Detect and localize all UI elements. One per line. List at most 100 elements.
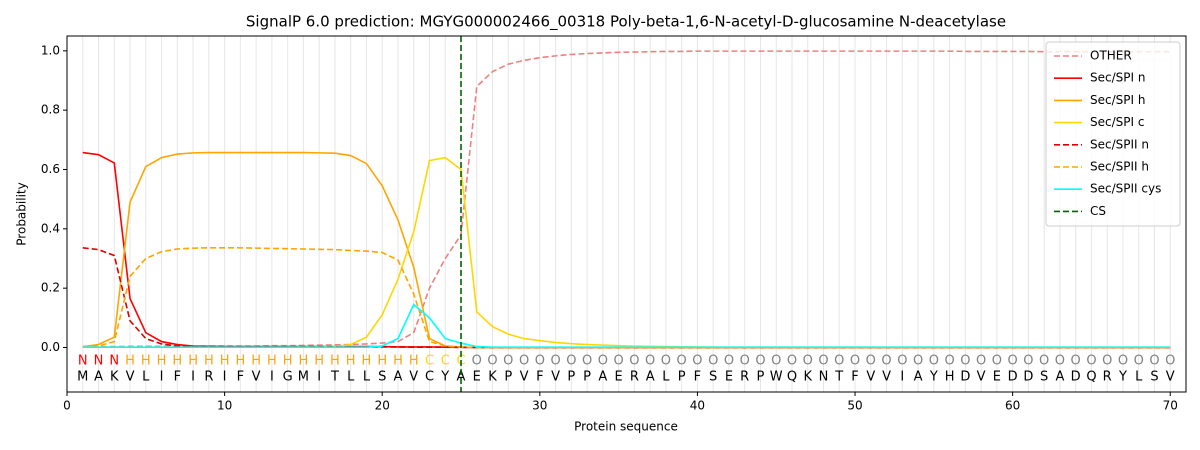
residue: P bbox=[567, 370, 575, 385]
residue-class: H bbox=[362, 354, 372, 369]
residue-class: O bbox=[771, 354, 781, 369]
residue-class: H bbox=[172, 354, 182, 369]
residue: D bbox=[1071, 370, 1081, 385]
y-tick-label: 0.4 bbox=[41, 221, 60, 235]
residue-class: O bbox=[535, 354, 545, 369]
residue-class: O bbox=[1086, 354, 1096, 369]
y-axis-label: Probability bbox=[15, 182, 29, 245]
residue-class: H bbox=[377, 354, 387, 369]
residue: A bbox=[1055, 370, 1064, 385]
residue: V bbox=[977, 370, 986, 385]
residue-class: O bbox=[834, 354, 844, 369]
residue: S bbox=[378, 370, 386, 385]
residue-class: H bbox=[314, 354, 324, 369]
residue-class: O bbox=[755, 354, 765, 369]
residue-class: H bbox=[204, 354, 214, 369]
y-tick-label: 0.0 bbox=[41, 340, 60, 354]
residue: R bbox=[1103, 370, 1112, 385]
chart-title: SignalP 6.0 prediction: MGYG000002466_00… bbox=[246, 13, 1006, 32]
legend-label: Sec/SPI n bbox=[1090, 71, 1145, 85]
residue: I bbox=[160, 370, 164, 385]
residue-class: O bbox=[866, 354, 876, 369]
residue-class: H bbox=[188, 354, 198, 369]
residue-class: O bbox=[913, 354, 923, 369]
residue: K bbox=[110, 370, 119, 385]
residue-class: O bbox=[803, 354, 813, 369]
residue: H bbox=[945, 370, 955, 385]
residue-class: O bbox=[960, 354, 970, 369]
y-tick-label: 1.0 bbox=[41, 43, 60, 57]
legend-box bbox=[1045, 41, 1181, 227]
residue: R bbox=[204, 370, 213, 385]
residue: L bbox=[347, 370, 355, 385]
legend-label: Sec/SPI h bbox=[1090, 93, 1145, 107]
residue-class: C bbox=[441, 354, 450, 369]
residue-class: O bbox=[740, 354, 750, 369]
residue-class: C bbox=[425, 354, 434, 369]
residue-class: O bbox=[897, 354, 907, 369]
residue-class: O bbox=[692, 354, 702, 369]
legend-label: OTHER bbox=[1090, 49, 1132, 63]
residue-class: O bbox=[724, 354, 734, 369]
residue-class: H bbox=[220, 354, 230, 369]
residue-class: O bbox=[1134, 354, 1144, 369]
y-tick-label: 0.6 bbox=[41, 162, 60, 176]
residue: A bbox=[914, 370, 923, 385]
residue-class: O bbox=[787, 354, 797, 369]
residue: F bbox=[536, 370, 543, 385]
residue-class: O bbox=[598, 354, 608, 369]
residue-class: O bbox=[472, 354, 482, 369]
residue: L bbox=[363, 370, 371, 385]
residue-class: O bbox=[881, 354, 891, 369]
residue-class: O bbox=[818, 354, 828, 369]
residue-class: N bbox=[78, 354, 88, 369]
x-tick-label: 60 bbox=[1005, 399, 1020, 413]
residue: I bbox=[317, 370, 321, 385]
residue-class: N bbox=[94, 354, 104, 369]
x-tick-label: 30 bbox=[532, 399, 547, 413]
residue-class: O bbox=[944, 354, 954, 369]
residue: P bbox=[583, 370, 591, 385]
legend-label: Sec/SPII n bbox=[1090, 137, 1149, 151]
residue: I bbox=[270, 370, 274, 385]
residue: R bbox=[740, 370, 749, 385]
residue: V bbox=[882, 370, 891, 385]
residue: L bbox=[142, 370, 150, 385]
residue-class: O bbox=[708, 354, 718, 369]
residue: V bbox=[1166, 370, 1175, 385]
residue: D bbox=[1008, 370, 1018, 385]
residue: E bbox=[725, 370, 733, 385]
plot-frame bbox=[66, 35, 1187, 393]
series-line bbox=[82, 303, 1171, 349]
residue: F bbox=[694, 370, 701, 385]
residue-class: O bbox=[550, 354, 560, 369]
residue: F bbox=[237, 370, 244, 385]
residue: W bbox=[770, 370, 783, 385]
residue-class: O bbox=[645, 354, 655, 369]
legend-label: Sec/SPII h bbox=[1090, 160, 1149, 174]
residue: L bbox=[1135, 370, 1143, 385]
residue: I bbox=[223, 370, 227, 385]
residue-class: O bbox=[1023, 354, 1033, 369]
y-tick-label: 0.8 bbox=[41, 103, 60, 117]
residue: A bbox=[646, 370, 655, 385]
x-tick-label: 0 bbox=[63, 399, 71, 413]
residue: E bbox=[473, 370, 481, 385]
residue-class: O bbox=[850, 354, 860, 369]
residue: R bbox=[630, 370, 639, 385]
residue: M bbox=[77, 370, 88, 385]
residue: Y bbox=[1118, 370, 1127, 385]
residue-class: O bbox=[1149, 354, 1159, 369]
residue: A bbox=[94, 370, 103, 385]
residue-class: H bbox=[125, 354, 135, 369]
residue-class: O bbox=[1071, 354, 1081, 369]
residue-class: O bbox=[1118, 354, 1128, 369]
residue: P bbox=[678, 370, 686, 385]
residue-class: O bbox=[614, 354, 624, 369]
residue: M bbox=[298, 370, 309, 385]
residue: Y bbox=[929, 370, 938, 385]
residue-class: O bbox=[487, 354, 497, 369]
residue: N bbox=[819, 370, 829, 385]
